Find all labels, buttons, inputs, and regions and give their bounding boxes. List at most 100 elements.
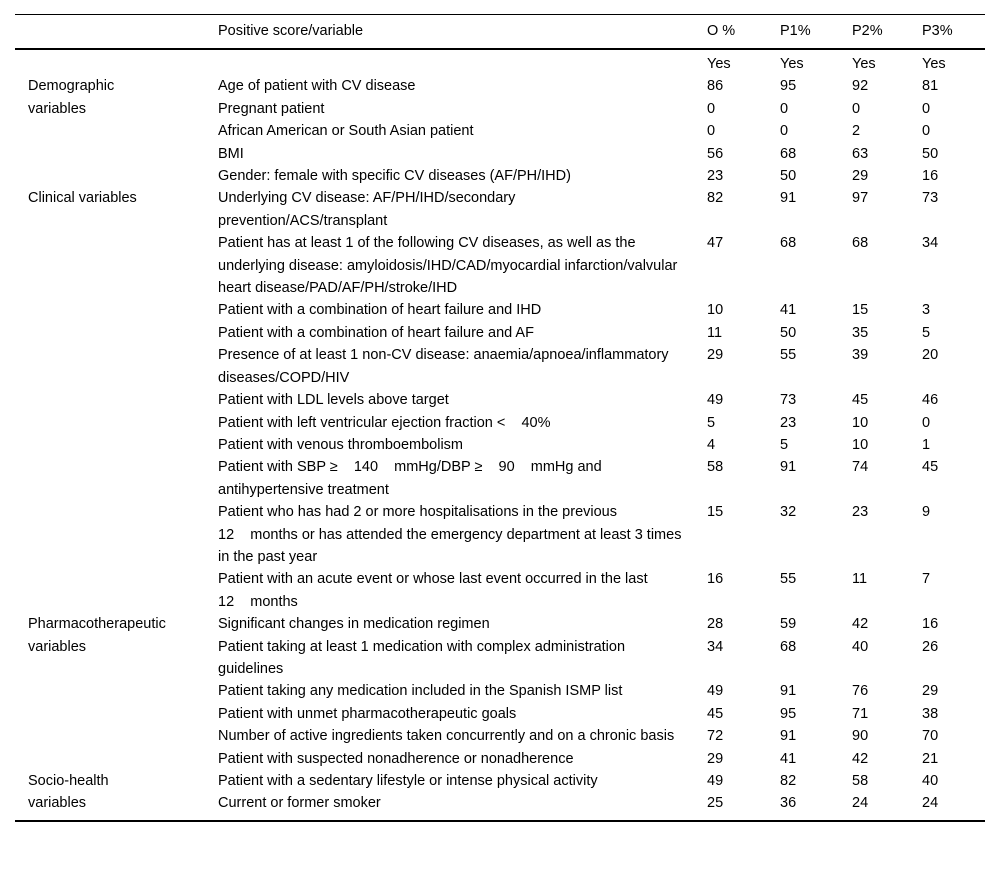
variable-label: BMI bbox=[218, 145, 244, 162]
value-cell: 34 bbox=[707, 638, 724, 655]
document-page: Positive score/variable O % P1% P2% P3% … bbox=[15, 14, 985, 822]
value-cell: 70 bbox=[922, 728, 939, 745]
value-cell: 35 bbox=[852, 324, 869, 341]
value-cell: 68 bbox=[780, 235, 797, 252]
value-cell: 0 bbox=[707, 100, 716, 117]
table-row: Patient who has had 2 or more hospitalis… bbox=[15, 501, 985, 568]
value-cell: 2 bbox=[852, 123, 861, 140]
variable-label: Age of patient with CV disease bbox=[218, 78, 416, 95]
value-cell: 68 bbox=[780, 638, 797, 655]
value-cell: 11 bbox=[707, 324, 723, 341]
table-row: Socio-health variables Patient with a sed… bbox=[15, 770, 985, 811]
value-cell: 73 bbox=[922, 190, 939, 207]
value-cell: 91 bbox=[780, 459, 797, 476]
value-cell: 5 bbox=[780, 436, 789, 453]
header-corner-cell bbox=[15, 14, 218, 50]
value-cell: 50 bbox=[922, 145, 939, 162]
header-col-p2: P2% bbox=[852, 14, 922, 50]
variable-label: Patient with left ventricular ejection f… bbox=[218, 414, 551, 431]
value-cell: 45 bbox=[852, 392, 869, 409]
value-cell: 47 bbox=[707, 235, 724, 252]
value-cell: 49 bbox=[707, 683, 724, 700]
value-cell: 55 bbox=[780, 347, 797, 364]
value-cell: 39 bbox=[852, 347, 869, 364]
value-cell: 0 bbox=[852, 100, 861, 117]
value-cell: 10 bbox=[852, 436, 869, 453]
value-cell: 23 bbox=[707, 168, 724, 185]
variable-label: Gender: female with specific CV diseases… bbox=[218, 168, 571, 185]
table-row: Patient with left ventricular ejection f… bbox=[15, 412, 985, 434]
category-label: Demographic variables bbox=[28, 78, 115, 117]
subheader-yes-p3: Yes bbox=[922, 56, 946, 72]
table-row: Number of active ingredients taken concu… bbox=[15, 725, 985, 747]
value-cell: 95 bbox=[780, 705, 797, 722]
value-cell: 0 bbox=[780, 123, 789, 140]
value-cell: 21 bbox=[922, 750, 939, 767]
value-cell: 15 bbox=[707, 504, 724, 521]
value-cell: 92 bbox=[852, 78, 869, 95]
table-row: Pharmacotherapeutic variables Significant… bbox=[15, 613, 985, 654]
table-row: Patient with a combination of heart fail… bbox=[15, 299, 985, 321]
value-cell: 56 bbox=[707, 145, 724, 162]
value-cell: 5 bbox=[922, 324, 931, 341]
table-row: African American or South Asian patient 0… bbox=[15, 120, 985, 142]
value-cell: 0 bbox=[780, 100, 789, 117]
variable-label: Patient with an acute event or whose las… bbox=[218, 571, 648, 610]
value-cell: 59 bbox=[780, 616, 797, 633]
value-cell: 55 bbox=[780, 571, 797, 588]
table-row: Pregnant patient 0 0 0 0 bbox=[15, 98, 985, 120]
value-cell: 0 bbox=[707, 123, 716, 140]
value-cell: 1 bbox=[922, 436, 931, 453]
value-cell: 82 bbox=[707, 190, 724, 207]
value-cell: 26 bbox=[922, 638, 939, 655]
value-cell: 42 bbox=[852, 750, 869, 767]
variable-label: Pregnant patient bbox=[218, 100, 325, 117]
value-cell: 36 bbox=[780, 795, 797, 812]
value-cell: 9 bbox=[922, 504, 931, 521]
value-cell: 5 bbox=[707, 414, 716, 431]
value-cell: 42 bbox=[852, 616, 869, 633]
value-cell: 91 bbox=[780, 728, 797, 745]
value-cell: 29 bbox=[922, 683, 939, 700]
value-cell: 82 bbox=[780, 773, 797, 789]
value-cell: 91 bbox=[780, 190, 797, 207]
table-row: Clinical variables Underlying CV disease:… bbox=[15, 187, 985, 232]
positive-score-table: Positive score/variable O % P1% P2% P3% … bbox=[15, 14, 985, 822]
variable-label: Patient with suspected nonadherence or n… bbox=[218, 750, 574, 767]
value-cell: 32 bbox=[780, 504, 797, 521]
value-cell: 11 bbox=[852, 571, 868, 588]
value-cell: 0 bbox=[922, 100, 931, 117]
value-cell: 38 bbox=[922, 705, 939, 722]
table-row: Patient with LDL levels above target 49 73… bbox=[15, 389, 985, 411]
header-col-o: O % bbox=[707, 14, 780, 50]
variable-label: Patient with a combination of heart fail… bbox=[218, 324, 534, 341]
value-cell: 7 bbox=[922, 571, 931, 588]
table-row: BMI 56 68 63 50 bbox=[15, 143, 985, 165]
value-cell: 49 bbox=[707, 392, 724, 409]
value-cell: 63 bbox=[852, 145, 869, 162]
value-cell: 58 bbox=[852, 773, 869, 789]
value-cell: 40 bbox=[922, 773, 939, 789]
table-row: Patient with an acute event or whose las… bbox=[15, 568, 985, 613]
value-cell: 76 bbox=[852, 683, 869, 700]
value-cell: 29 bbox=[707, 750, 724, 767]
subheader-row: Yes Yes Yes Yes bbox=[15, 49, 985, 75]
table-row: Patient with SBP ≥ 140 mmHg/DBP ≥ 90 mmH… bbox=[15, 456, 985, 501]
variable-label: Current or former smoker bbox=[218, 795, 381, 812]
value-cell: 23 bbox=[852, 504, 869, 521]
value-cell: 16 bbox=[922, 616, 939, 633]
variable-label: Patient with a combination of heart fail… bbox=[218, 302, 542, 319]
value-cell: 74 bbox=[852, 459, 869, 476]
value-cell: 29 bbox=[707, 347, 724, 364]
table-header: Positive score/variable O % P1% P2% P3% bbox=[15, 14, 985, 50]
variable-label: Patient taking at least 1 medication wit… bbox=[218, 638, 626, 677]
value-cell: 72 bbox=[707, 728, 724, 745]
value-cell: 46 bbox=[922, 392, 939, 409]
header-variable-label: Positive score/variable bbox=[218, 14, 707, 50]
value-cell: 41 bbox=[780, 750, 797, 767]
value-cell: 23 bbox=[780, 414, 797, 431]
value-cell: 49 bbox=[707, 773, 724, 789]
value-cell: 40 bbox=[852, 638, 869, 655]
value-cell: 25 bbox=[707, 795, 724, 812]
subheader-empty-variable bbox=[218, 49, 707, 75]
